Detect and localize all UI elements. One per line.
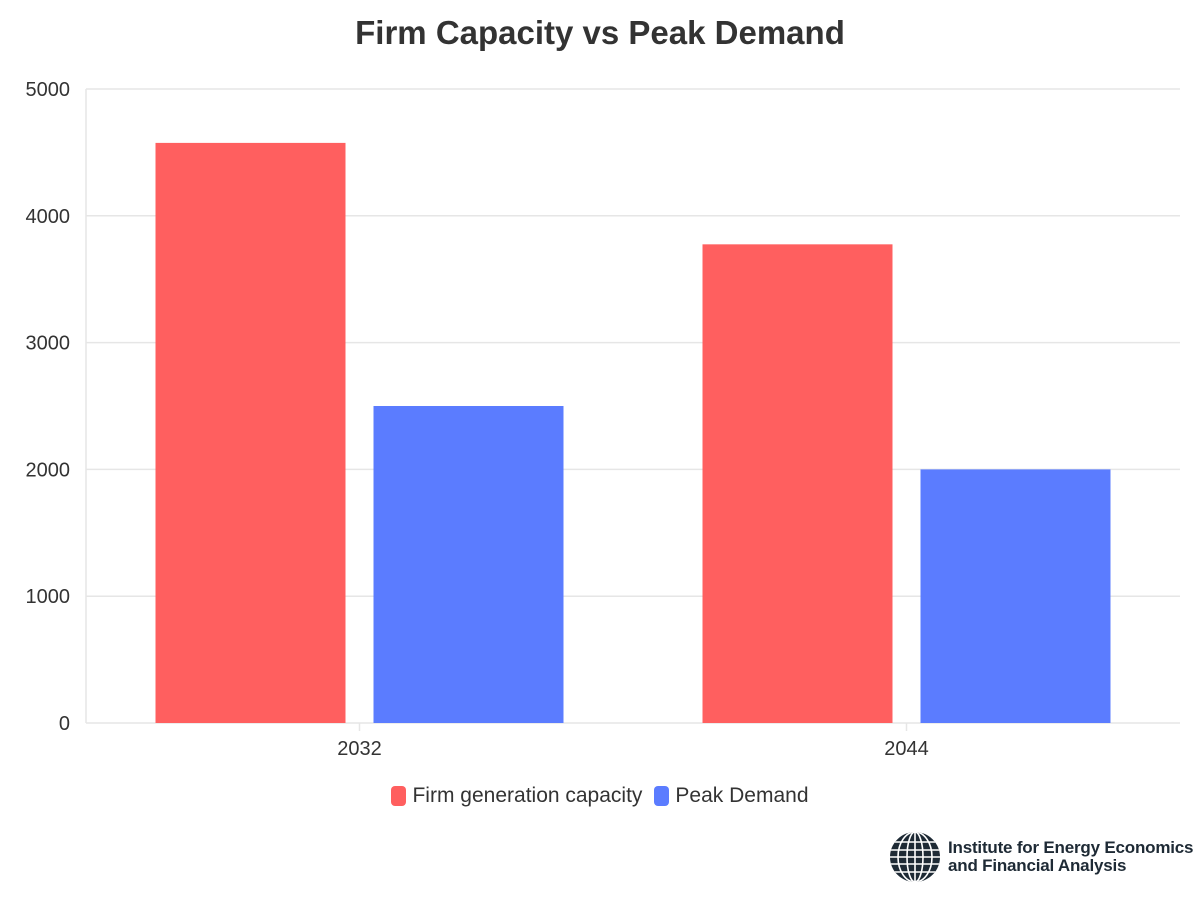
- x-tick-label: 2032: [337, 738, 382, 760]
- chart-title: Firm Capacity vs Peak Demand: [355, 14, 845, 51]
- y-tick-label: 5000: [26, 79, 71, 101]
- bar-firm-generation-capacity-2032: [155, 142, 346, 723]
- globe-icon: [890, 832, 940, 882]
- y-tick-label: 3000: [26, 333, 71, 355]
- ieefa-logo: Institute for Energy Economics and Finan…: [888, 830, 1193, 884]
- logo-line-2: and Financial Analysis: [948, 856, 1127, 875]
- y-tick-label: 1000: [26, 586, 71, 608]
- bar-chart: 0 1000 2000 3000 4000 5000 2032 2044: [26, 79, 1180, 760]
- legend-label-peak-demand: Peak Demand: [675, 784, 809, 807]
- legend-swatch-firm-capacity: [391, 786, 407, 806]
- x-tick-label: 2044: [884, 738, 929, 760]
- legend-item-peak-demand[interactable]: Peak Demand: [654, 784, 809, 808]
- y-tick-label: 0: [59, 713, 70, 735]
- legend-label-firm-capacity: Firm generation capacity: [412, 784, 643, 807]
- logo-line-1: Institute for Energy Economics: [948, 838, 1194, 857]
- bar-peak-demand-2032: [373, 406, 564, 723]
- bar-peak-demand-2044: [920, 469, 1111, 723]
- legend-item-firm-capacity[interactable]: Firm generation capacity: [391, 784, 642, 808]
- legend: Firm generation capacity Peak Demand: [0, 784, 1200, 808]
- legend-swatch-peak-demand: [654, 786, 670, 806]
- y-tick-label: 2000: [26, 459, 71, 481]
- y-tick-label: 4000: [26, 206, 71, 228]
- bar-firm-generation-capacity-2044: [702, 244, 893, 723]
